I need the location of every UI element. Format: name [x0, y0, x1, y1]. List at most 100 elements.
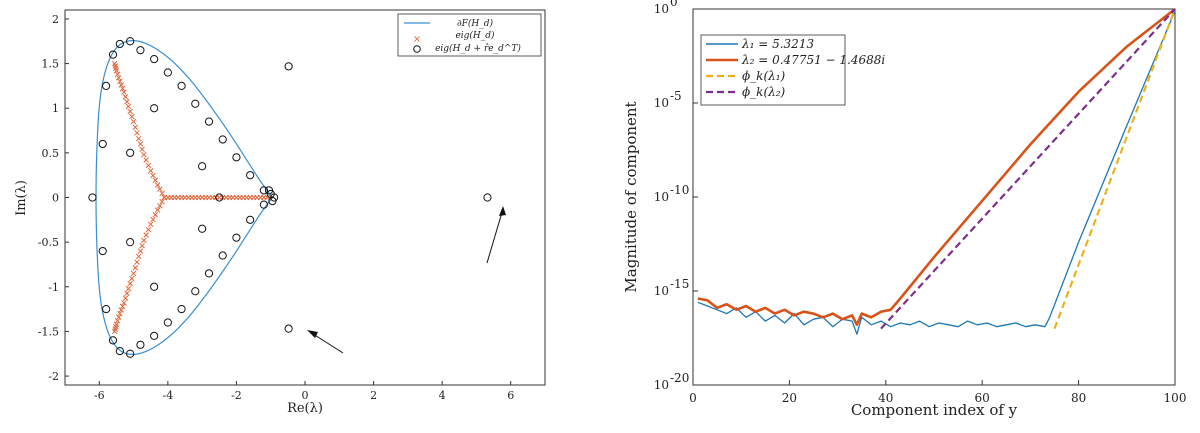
right-y-tick-label: 10 — [654, 2, 669, 16]
eig-hd-marker — [152, 177, 159, 183]
right-series-line-3 — [1053, 8, 1177, 329]
eig-hd-marker — [157, 186, 163, 192]
eig-hd-marker — [141, 237, 147, 244]
eig-hd-marker — [137, 248, 144, 254]
right-y-tick-label: 10 — [654, 378, 669, 392]
eig-perturbed-marker — [126, 349, 135, 358]
left-legend-entry-1: ∂F(H_d) — [457, 18, 494, 29]
eig-hd-marker — [122, 295, 129, 301]
eig-perturbed-marker — [198, 224, 207, 233]
eig-hd-marker — [135, 253, 142, 260]
left-y-tick-label: -2 — [48, 370, 59, 383]
eig-perturbed-marker — [218, 135, 227, 144]
eig-hd-marker — [137, 141, 144, 147]
left-x-tick-label: 6 — [507, 389, 514, 402]
left-y-tick-label: 2 — [52, 13, 59, 26]
eig-hd-marker — [121, 300, 127, 306]
eig-perturbed-marker — [232, 153, 241, 162]
eig-hd-marker — [134, 259, 140, 265]
eig-perturbed-marker — [98, 246, 107, 256]
svg-text:×: × — [413, 34, 421, 45]
right-x-tick-label: 40 — [878, 391, 893, 405]
left-y-tick-label: 1 — [52, 102, 59, 115]
left-x-tick-label: -2 — [231, 389, 242, 402]
right-y-tick-exponent: 0 — [670, 0, 678, 9]
eig-perturbed-marker — [108, 50, 118, 59]
left-y-ticks: -2 -1.5 -1 -0.5 0 0.5 1 1.5 2 — [38, 13, 69, 383]
eig-hd-marker — [132, 264, 139, 271]
right-y-tick-exponent: -5 — [670, 89, 682, 103]
right-x-tick-label: 100 — [1164, 391, 1187, 405]
left-legend: ∂F(H_d) × eig(H_d) eig(H_d + r̂e_d^T) — [397, 13, 542, 57]
right-y-tick-exponent: -20 — [670, 371, 689, 385]
left-y-tick-label: -0.5 — [38, 236, 59, 249]
left-x-tick-label: 2 — [370, 389, 377, 402]
right-legend-entry-4: ϕ_k(λ₂) — [742, 85, 786, 99]
left-x-tick-label: -6 — [94, 389, 105, 402]
eig-hd-marker — [134, 130, 140, 136]
left-legend-entry-3: eig(H_d + r̂e_d^T) — [435, 43, 521, 54]
right-x-tick-label: 80 — [1071, 391, 1086, 405]
eig-perturbed-marker — [108, 336, 118, 345]
eig-perturbed-marker — [126, 37, 135, 46]
right-x-axis-label: Component index of y — [851, 401, 1018, 419]
eig-perturbed-marker — [136, 46, 145, 55]
left-x-ticks: -6 -4 -2 0 2 4 6 — [94, 381, 514, 402]
eig-hd-marker — [124, 290, 130, 297]
eig-perturbed-marker — [150, 104, 159, 113]
eig-hd-marker — [115, 75, 122, 81]
eig-perturbed-marker — [204, 269, 214, 278]
right-x-tick-label: 20 — [782, 391, 797, 405]
eig-perturbed-marker — [136, 340, 145, 349]
eig-perturbed-marker — [270, 193, 279, 202]
eig-perturbed-marker — [102, 305, 111, 314]
right-y-axis-label: Magnitude of component — [622, 101, 640, 292]
right-x-tick-label: 60 — [975, 391, 990, 405]
eig-hd-marker — [130, 118, 137, 125]
eig-hd-marker — [111, 60, 118, 67]
eig-hd-marker — [111, 328, 118, 335]
eig-hd-marker — [117, 310, 123, 317]
eig-perturbed-marker — [204, 117, 214, 126]
eig-perturbed-marker — [163, 68, 172, 77]
right-y-tick-label: 10 — [654, 190, 669, 204]
eig-hd-marker — [119, 303, 126, 310]
left-legend-entry-2: eig(H_d) — [455, 30, 495, 41]
left-chart: -6 -4 -2 0 2 4 6 -2 -1.5 -1 -0.5 0 0.5 1 1.5 2 Re(λ) I… — [14, 9, 546, 416]
eig-hd-marker — [129, 275, 135, 282]
eig-perturbed-marker — [126, 238, 135, 247]
right-y-tick-exponent: -15 — [670, 277, 689, 291]
left-perturbed-markers — [88, 37, 492, 358]
eig-perturbed-marker — [163, 318, 172, 327]
eig-perturbed-marker — [259, 200, 268, 209]
eig-hd-marker — [157, 203, 163, 209]
eig-hd-marker — [125, 285, 132, 292]
eig-hd-marker — [124, 98, 130, 105]
eig-hd-marker — [145, 226, 152, 233]
right-legend: λ₁ = 5.3213 λ₂ = 0.47751 − 1.4688i ϕ_k(λ… — [700, 34, 885, 106]
eig-hd-marker — [150, 216, 156, 223]
eig-hd-marker — [117, 78, 123, 85]
eig-hd-marker — [154, 207, 161, 213]
eig-perturbed-marker — [191, 99, 200, 108]
right-series-line-4 — [880, 8, 1176, 330]
eig-hd-marker — [143, 232, 149, 238]
left-y-axis-label: Im(λ) — [14, 180, 29, 216]
eig-hd-marker — [147, 221, 154, 228]
eig-hd-marker — [143, 157, 149, 163]
left-x-tick-label: 0 — [302, 389, 309, 402]
eig-hd-marker — [129, 113, 135, 120]
eig-hd-marker — [139, 242, 145, 249]
eig-hd-marker — [132, 124, 139, 131]
eig-perturbed-marker — [177, 81, 186, 90]
right-y-tick-label: 10 — [654, 284, 669, 298]
left-x-axis-label: Re(λ) — [287, 401, 323, 416]
eig-perturbed-marker — [115, 39, 124, 49]
eig-perturbed-marker — [232, 233, 241, 242]
eig-perturbed-marker — [177, 305, 186, 314]
eig-perturbed-marker — [246, 215, 255, 224]
right-x-tick-label: 0 — [689, 391, 697, 405]
eig-hd-marker — [159, 198, 165, 205]
